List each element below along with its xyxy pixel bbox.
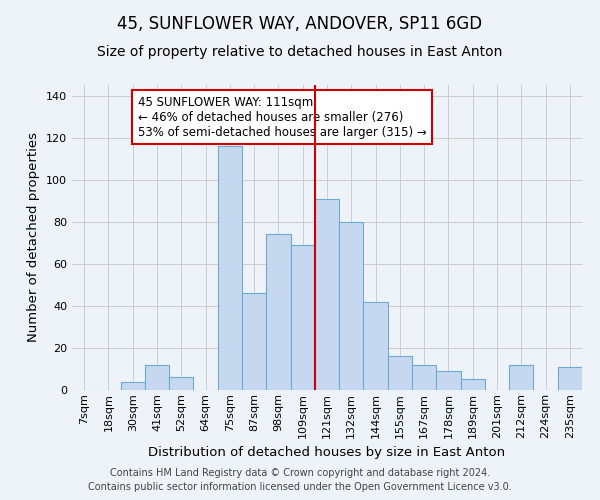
Bar <box>121 382 145 390</box>
Bar <box>218 146 242 390</box>
Bar <box>388 356 412 390</box>
Text: 45 SUNFLOWER WAY: 111sqm
← 46% of detached houses are smaller (276)
53% of semi-: 45 SUNFLOWER WAY: 111sqm ← 46% of detach… <box>137 96 427 138</box>
Text: 45, SUNFLOWER WAY, ANDOVER, SP11 6GD: 45, SUNFLOWER WAY, ANDOVER, SP11 6GD <box>118 15 482 33</box>
Bar <box>315 198 339 390</box>
Bar <box>558 367 582 390</box>
Bar <box>436 371 461 390</box>
Bar <box>461 380 485 390</box>
Bar <box>145 365 169 390</box>
Text: Contains public sector information licensed under the Open Government Licence v3: Contains public sector information licen… <box>88 482 512 492</box>
X-axis label: Distribution of detached houses by size in East Anton: Distribution of detached houses by size … <box>148 446 506 459</box>
Bar <box>169 378 193 390</box>
Bar <box>509 365 533 390</box>
Y-axis label: Number of detached properties: Number of detached properties <box>28 132 40 342</box>
Bar <box>266 234 290 390</box>
Text: Contains HM Land Registry data © Crown copyright and database right 2024.: Contains HM Land Registry data © Crown c… <box>110 468 490 477</box>
Bar <box>339 222 364 390</box>
Text: Size of property relative to detached houses in East Anton: Size of property relative to detached ho… <box>97 45 503 59</box>
Bar <box>290 245 315 390</box>
Bar <box>412 365 436 390</box>
Bar <box>364 302 388 390</box>
Bar <box>242 293 266 390</box>
